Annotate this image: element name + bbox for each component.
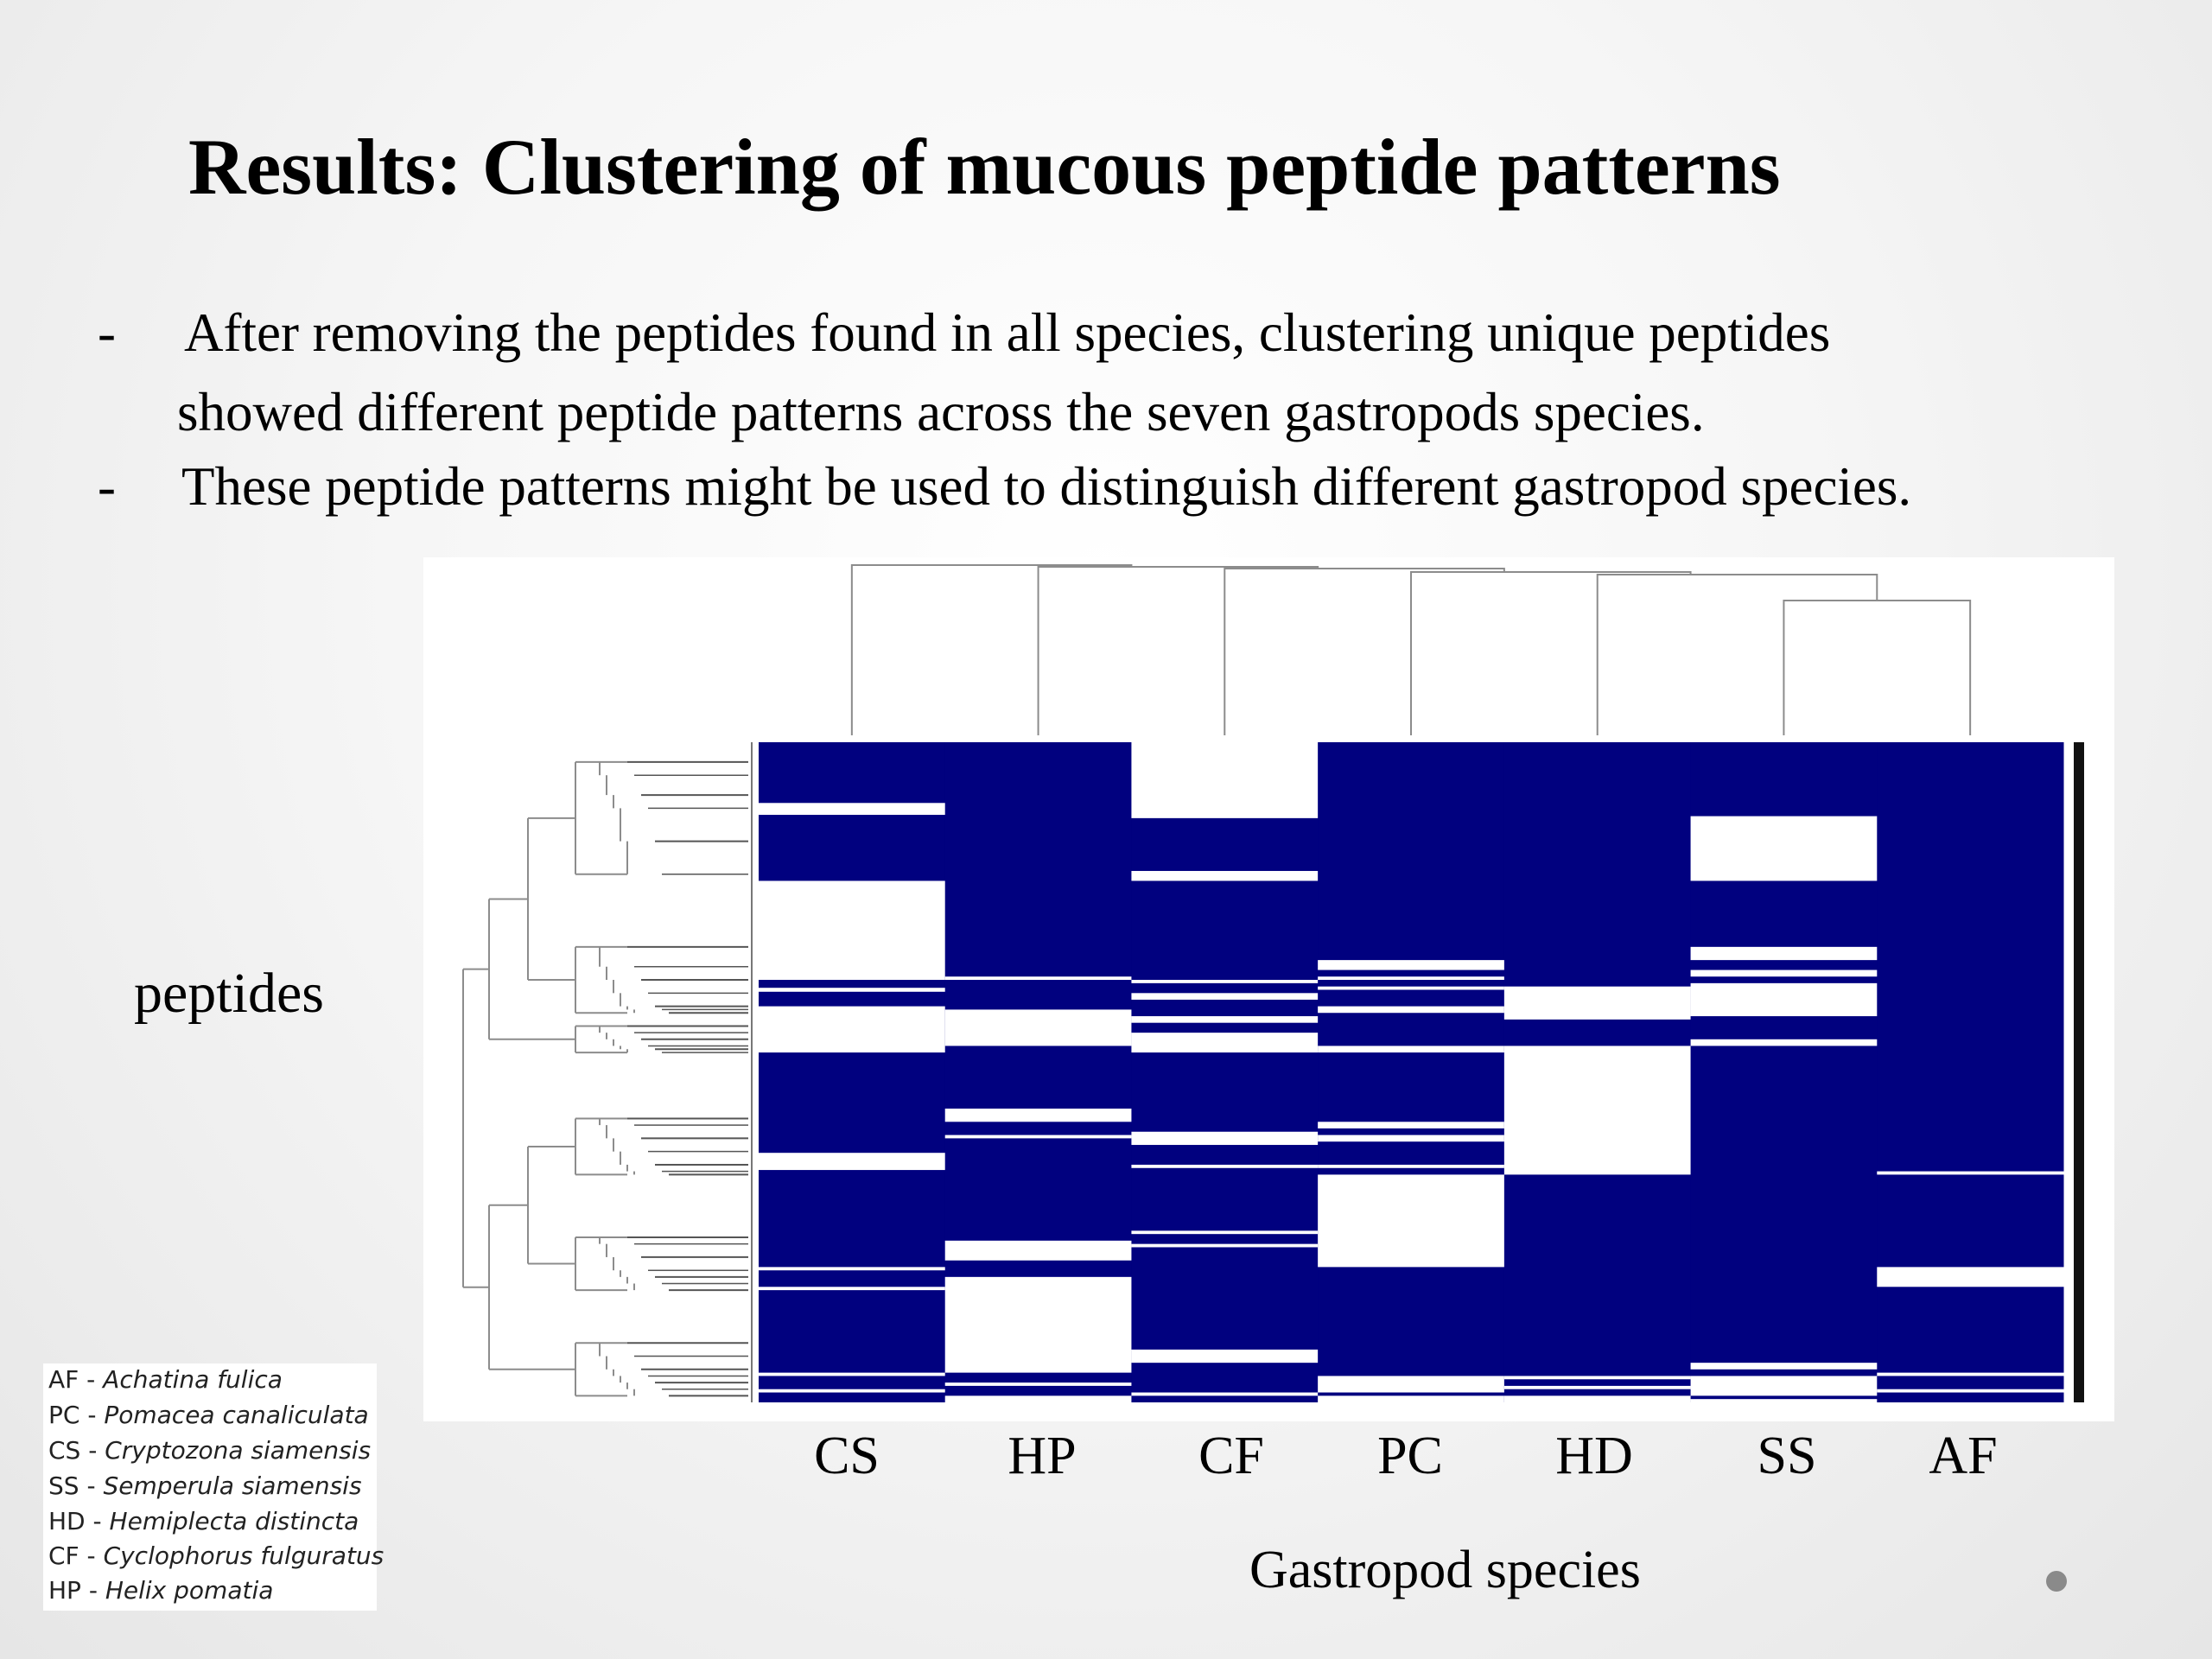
heatmap-absent-band-cs <box>759 880 946 981</box>
column-label-cs: CS <box>814 1427 880 1485</box>
heatmap-absent-band-ss <box>1690 1363 1878 1370</box>
heatmap-absent-band-pc <box>1318 1174 1505 1268</box>
legend-item-hp: HP - Helix pomatia <box>48 1576 274 1605</box>
column-label-pc: PC <box>1377 1427 1443 1485</box>
column-dendrogram-link <box>1224 568 1505 735</box>
heatmap-absent-band-hd <box>1503 1046 1692 1175</box>
column-label-hd: HD <box>1555 1427 1633 1485</box>
heatmap-absent-band-cs <box>759 988 946 992</box>
legend-item-hd: HD - Hemiplecta distincta <box>48 1507 359 1535</box>
heatmap-absent-band-hp <box>944 1276 1132 1373</box>
heatmap-absent-band-cs <box>759 1372 946 1376</box>
heatmap-absent-band-pc <box>1318 1122 1505 1128</box>
row-dendrogram-link <box>527 817 575 982</box>
bullet-2: These peptide patterns might be used to … <box>181 456 1912 517</box>
row-dendrogram-link <box>488 898 575 1040</box>
heatmap-absent-band-hd <box>1503 1385 1692 1389</box>
heatmap-absent-band-hd <box>1503 1376 1692 1380</box>
heatmap-absent-band-hp <box>944 1009 1132 1046</box>
heatmap-absent-band-ss <box>1690 982 1878 1017</box>
x-axis-label: Gastropod species <box>1249 1541 1641 1599</box>
column-label-hp: HP <box>1007 1427 1077 1485</box>
heatmap-absent-band-ss <box>1690 1039 1878 1046</box>
heatmap-absent-band-hp <box>944 976 1132 981</box>
heatmap-panel <box>423 557 2114 1421</box>
row-dendrogram-link <box>488 1204 575 1370</box>
column-label-cf: CF <box>1198 1427 1264 1485</box>
y-axis-label: peptides <box>134 962 324 1025</box>
legend-item-pc: PC - Pomacea canaliculata <box>48 1401 369 1429</box>
column-dendrogram-link <box>1783 600 1972 735</box>
bullet-1-line-2: showed different peptide patterns across… <box>177 382 1705 442</box>
row-dendrogram-link <box>527 1145 575 1265</box>
heatmap-absent-band-hp <box>944 1240 1132 1261</box>
heatmap-absent-band-ss <box>1690 816 1878 881</box>
heatmap-column-cs <box>759 742 946 1402</box>
heatmap-absent-band-pc <box>1318 1006 1505 1014</box>
heatmap-chart <box>462 564 2084 1402</box>
heatmap-absent-band-cf <box>1131 1016 1319 1023</box>
heatmap-absent-band-cs <box>759 1267 946 1271</box>
heatmap-absent-band-hp <box>944 1382 1132 1386</box>
heatmap-absent-band-ss <box>1690 946 1878 961</box>
heatmap-absent-band-cs <box>759 1006 946 1053</box>
heatmap-absent-band-hp <box>944 1135 1132 1139</box>
heatmap-absent-band-hp <box>944 1109 1132 1122</box>
legend-item-cf: CF - Cyclophorus fulguratus <box>48 1541 385 1570</box>
heatmap-absent-band-pc <box>1318 986 1505 990</box>
heatmap-absent-band-cf <box>1131 1230 1319 1235</box>
heatmap-column-pc <box>1318 742 1505 1402</box>
bullet-marker: - <box>98 456 116 517</box>
slide-title: Results: Clustering of mucous peptide pa… <box>188 123 1781 211</box>
heatmap-absent-band-pc <box>1318 1376 1505 1393</box>
heatmap-absent-band-cf <box>1131 1131 1319 1146</box>
species-legend: AF - Achatina fulica PC - Pomacea canali… <box>43 1363 384 1611</box>
heatmap-absent-band-af <box>1877 1372 2064 1376</box>
column-dendrogram-link <box>850 564 1133 735</box>
heatmap-absent-band-cf <box>1131 1349 1319 1363</box>
heatmap-absent-band-cf <box>1131 1243 1319 1248</box>
heatmap-column-cf <box>1131 742 1319 1402</box>
heatmap-absent-band-hd <box>1503 986 1692 1020</box>
column-dendrogram-link <box>1596 574 1878 735</box>
heatmap-absent-band-pc <box>1318 1046 1505 1053</box>
heatmap-absent-band-cf <box>1131 980 1319 983</box>
heatmap-absent-band-af <box>1877 1171 2064 1175</box>
legend-item-cs: CS - Cryptozona siamensis <box>48 1436 372 1465</box>
heatmap-absent-band-pc <box>1318 976 1505 981</box>
heatmap-absent-band-pc <box>1318 1135 1505 1142</box>
slide-nav-dot[interactable] <box>2046 1571 2067 1592</box>
column-dendrogram-link <box>1410 571 1692 735</box>
heatmap-absent-band-af <box>1877 1389 2064 1393</box>
column-label-af: AF <box>1929 1427 1998 1485</box>
bullet-marker: - <box>98 302 116 363</box>
column-label-ss: SS <box>1757 1427 1817 1485</box>
heatmap-absent-band-hp <box>944 1395 1132 1402</box>
heatmap-absent-band-af <box>1877 1267 2064 1287</box>
column-dendrogram-link <box>1037 566 1319 735</box>
bullet-1-line-1: After removing the peptides found in all… <box>184 302 1831 363</box>
heatmap-absent-band-cs <box>759 1153 946 1171</box>
heatmap-absent-band-cf <box>1131 993 1319 1000</box>
heatmap-absent-band-ss <box>1690 1399 1878 1402</box>
heatmap-absent-band-ss <box>1690 969 1878 977</box>
heatmap-absent-band-pc <box>1318 1395 1505 1402</box>
heatmap-absent-band-cf <box>1131 870 1319 881</box>
heatmap-absent-band-cs <box>759 803 946 816</box>
row-dendrogram-link <box>462 968 489 1288</box>
legend-item-af: AF - Achatina fulica <box>48 1365 283 1394</box>
heatmap-absent-band-cf <box>1131 1033 1319 1053</box>
row-color-bar <box>2074 742 2084 1402</box>
legend-item-ss: SS - Semperula siamensis <box>48 1471 362 1500</box>
heatmap-absent-band-cf <box>1131 1164 1319 1168</box>
heatmap-absent-band-pc <box>1318 960 1505 970</box>
heatmap-absent-band-pc <box>1318 1164 1505 1168</box>
heatmap-absent-band-hd <box>1503 1395 1692 1402</box>
heatmap-absent-band-ss <box>1690 1376 1878 1396</box>
heatmap-absent-band-cf <box>1131 1392 1319 1396</box>
heatmap-absent-band-cf <box>1131 742 1319 818</box>
heatmap-absent-band-cs <box>759 1389 946 1393</box>
heatmap-column-af <box>1877 742 2064 1402</box>
heatmap-absent-band-cs <box>759 1287 946 1291</box>
